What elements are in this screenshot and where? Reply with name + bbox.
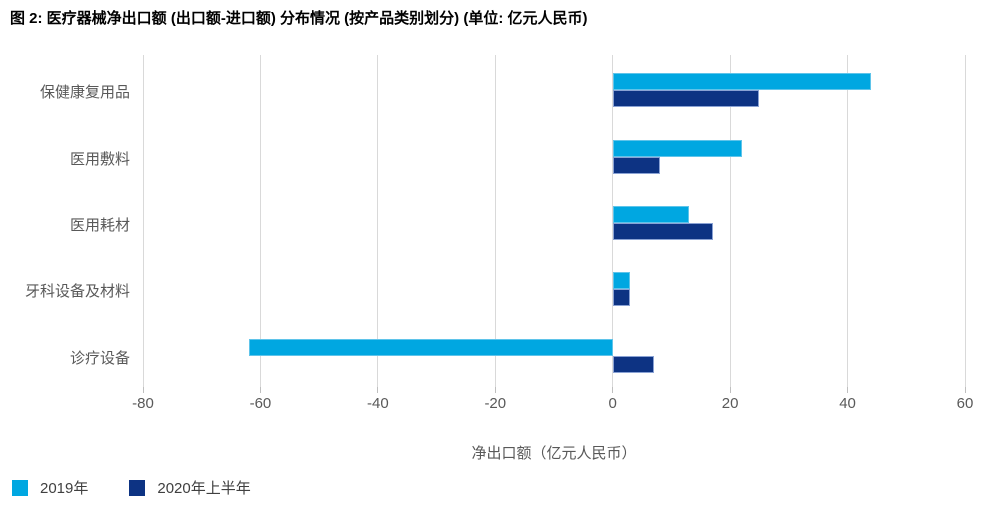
x-tick-label: -60 [249, 395, 272, 412]
bar-series-1-cat-2 [612, 223, 713, 240]
axis-tick [612, 387, 614, 393]
x-tick-label: 0 [608, 395, 617, 412]
legend-swatch-icon [129, 479, 146, 496]
x-tick-label: 60 [956, 395, 974, 412]
legend-label: 2019年 [40, 480, 89, 497]
x-tick-label: -40 [367, 395, 389, 412]
axis-tick [729, 387, 731, 393]
gridline [494, 55, 496, 387]
legend-label: 2020年上半年 [157, 480, 251, 497]
bar-series-0-cat-3 [612, 272, 631, 290]
axis-tick [964, 387, 966, 393]
category-label: 医用耗材 [69, 217, 130, 234]
bar-series-0-cat-4 [248, 338, 613, 356]
x-tick-label: 40 [839, 395, 856, 412]
plot-area [142, 55, 966, 387]
bar-series-1-cat-4 [612, 355, 654, 373]
x-tick-label: 20 [721, 395, 739, 412]
bar-series-1-cat-1 [612, 156, 660, 174]
gridline [377, 55, 379, 387]
axis-tick [377, 387, 379, 393]
x-axis-label: 净出口额（亿元人民币） [471, 445, 637, 462]
bar-series-1-cat-3 [612, 289, 631, 307]
legend-item-0: 2019年 [12, 477, 88, 498]
category-label: 保健康复用品 [39, 84, 130, 102]
axis-tick [142, 387, 144, 393]
legend: 2019年 2020年上半年 [12, 477, 292, 498]
gridline [259, 55, 261, 387]
x-tick-label: -20 [484, 395, 507, 412]
legend-swatch-icon [12, 479, 28, 496]
axis-tick [259, 387, 261, 393]
x-tick-label: -80 [132, 395, 154, 412]
category-label: 牙科设备及材料 [24, 283, 130, 301]
gridline [729, 55, 731, 387]
bar-series-0-cat-2 [612, 206, 690, 223]
axis-tick [847, 387, 849, 393]
gridline [142, 55, 144, 387]
category-label: 医用敷料 [69, 150, 130, 168]
gridline [964, 55, 966, 387]
legend-item-1: 2020年上半年 [129, 477, 251, 498]
bar-series-1-cat-0 [612, 90, 760, 108]
category-label: 诊疗设备 [69, 349, 130, 367]
axis-tick [494, 387, 496, 393]
chart-title: 图 2: 医疗器械净出口额 (出口额-进口额) 分布情况 (按产品类别划分) (… [10, 10, 588, 27]
bar-series-0-cat-1 [612, 139, 742, 157]
bar-series-0-cat-0 [612, 73, 872, 91]
gridline [847, 55, 849, 387]
